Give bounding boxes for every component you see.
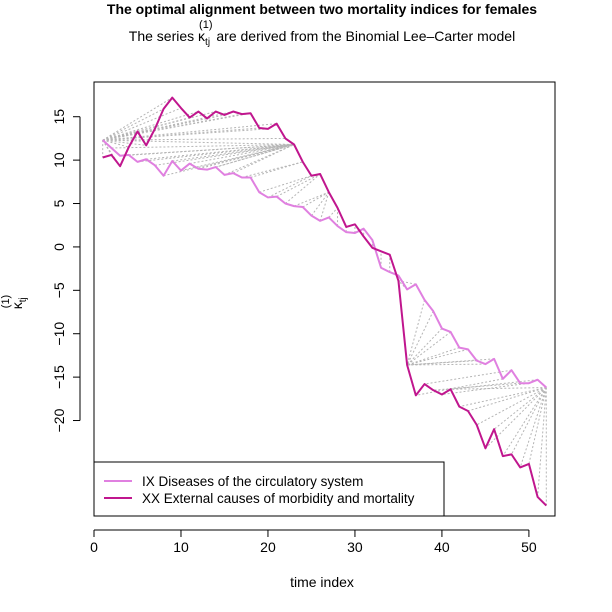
- alignment-line: [415, 378, 503, 396]
- alignment-line: [102, 111, 199, 141]
- alignment-line: [102, 139, 129, 148]
- alignment-lines: [102, 97, 547, 506]
- y-tick-label: −15: [51, 365, 67, 389]
- alignment-line: [102, 112, 251, 141]
- alignment-line: [102, 107, 182, 141]
- alignment-line: [311, 191, 330, 216]
- alignment-line: [215, 144, 295, 168]
- alignment-line: [111, 144, 295, 149]
- y-tick-label: 5: [51, 199, 67, 207]
- y-tick-label: 15: [51, 109, 67, 125]
- alignment-line: [250, 161, 303, 178]
- alignment-line: [528, 387, 547, 465]
- alignment-line: [198, 144, 295, 170]
- alignment-line: [102, 139, 121, 167]
- alignment-line: [319, 192, 330, 222]
- alignment-line: [476, 387, 547, 426]
- alignment-line: [102, 108, 164, 141]
- series-lines: [102, 96, 548, 507]
- alignment-line: [102, 111, 216, 141]
- alignment-line: [128, 144, 295, 156]
- alignment-line: [485, 387, 547, 449]
- alignment-line: [259, 175, 312, 193]
- alignment-line: [406, 299, 426, 366]
- subtitle-prefix: The series: [129, 28, 198, 44]
- chart-title: The optimal alignment between two mortal…: [107, 1, 537, 17]
- subtitle-symbol: κ: [198, 28, 206, 44]
- alignment-line: [424, 369, 512, 385]
- subtitle-superscript: (1): [199, 19, 212, 31]
- y-tick-label: 10: [51, 152, 67, 168]
- legend-box: [93, 461, 445, 517]
- alignment-line: [407, 358, 495, 366]
- alignment-line: [102, 97, 173, 141]
- y-label-subscript: tj: [18, 297, 29, 302]
- alignment-line: [407, 348, 469, 366]
- alignment-line: [406, 328, 443, 366]
- x-tick-label: 50: [521, 539, 537, 555]
- legend: IX Diseases of the circulatory system XX…: [93, 461, 445, 517]
- legend-label-circulatory: IX Diseases of the circulatory system: [142, 474, 363, 489]
- alignment-line: [328, 207, 338, 218]
- y-tick-label: 0: [51, 243, 67, 251]
- plot-frame: [93, 81, 556, 517]
- alignment-line: [154, 144, 295, 166]
- x-axis-label: time index: [290, 574, 354, 590]
- subtitle-subscript: tj: [205, 37, 210, 48]
- subtitle-suffix: are derived from the Binomial Lee–Carter…: [213, 28, 516, 44]
- alignment-line: [224, 144, 295, 176]
- alignment-line: [276, 173, 321, 198]
- alignment-line: [406, 310, 434, 366]
- y-axis-label: κtj (1): [0, 295, 29, 309]
- alignment-line: [467, 387, 547, 412]
- alignment-line: [502, 387, 547, 457]
- alignment-line: [406, 331, 451, 366]
- series-line-circulatory: [102, 139, 547, 389]
- alignment-line: [232, 144, 295, 174]
- x-tick-label: 30: [347, 539, 363, 555]
- series-line-external: [102, 96, 548, 507]
- y-tick-label: −10: [51, 322, 67, 346]
- y-label-superscript: (1): [0, 295, 12, 308]
- x-tick-label: 40: [434, 539, 450, 555]
- alignment-line: [450, 379, 538, 390]
- y-axis: 15 10 5 0 −5 −10 −15 −20: [51, 109, 81, 432]
- y-tick-label: −5: [51, 282, 67, 298]
- alignment-line: [406, 347, 460, 366]
- alignment-line: [189, 144, 295, 165]
- alignment-line: [102, 137, 286, 141]
- alignment-line: [537, 387, 547, 497]
- alignment-line: [267, 175, 312, 198]
- alignment-line: [180, 144, 295, 172]
- x-tick-label: 20: [260, 539, 276, 555]
- alignment-line: [172, 144, 295, 162]
- y-tick-label: −20: [51, 408, 67, 432]
- alignment-line: [102, 139, 147, 146]
- chart-subtitle: The series κtj (1) are derived from the B…: [129, 19, 515, 48]
- y-label-symbol: κ: [9, 301, 25, 309]
- alignment-line: [407, 363, 486, 366]
- alignment-line: [102, 123, 277, 141]
- alignment-line: [302, 191, 330, 208]
- alignment-line: [433, 382, 521, 391]
- alignment-line: [102, 113, 242, 141]
- x-tick-label: 10: [173, 539, 189, 555]
- x-axis: 0 10 20 30 40 50: [90, 529, 537, 555]
- alignment-line: [459, 387, 547, 408]
- alignment-line: [511, 387, 547, 455]
- x-tick-label: 0: [90, 539, 98, 555]
- alignment-line: [493, 387, 547, 430]
- alignment-line: [398, 280, 416, 285]
- legend-label-external: XX External causes of morbidity and mort…: [142, 491, 415, 506]
- alignment-line: [146, 144, 295, 160]
- alignment-line: [441, 382, 529, 395]
